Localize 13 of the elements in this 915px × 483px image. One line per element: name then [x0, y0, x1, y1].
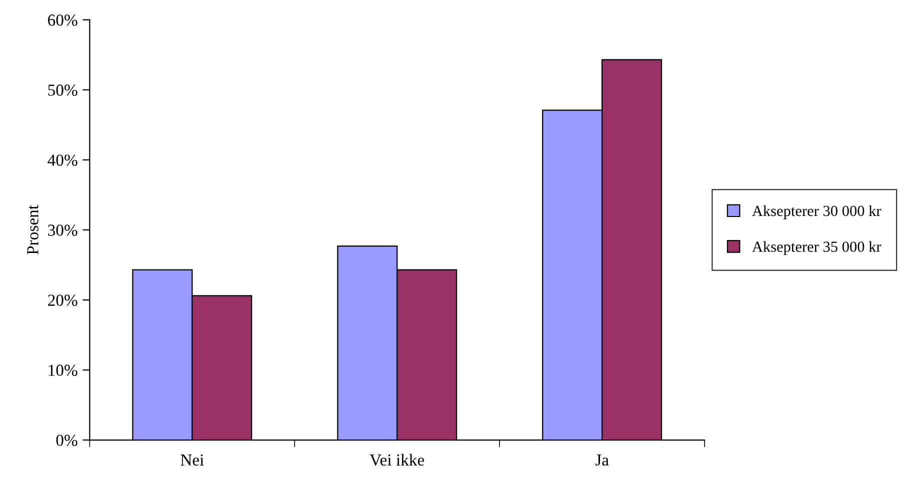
y-tick-label: 30%: [48, 224, 78, 236]
x-tick-label: Vei ikke: [370, 454, 424, 466]
legend-label: Aksepterer 35 000 kr: [752, 241, 882, 256]
y-tick-label: 0%: [56, 434, 78, 446]
y-tick-label: 40%: [48, 154, 78, 166]
y-axis-title: Prosent: [27, 205, 38, 254]
y-tick-label: 10%: [48, 364, 78, 376]
y-tick-label: 20%: [48, 294, 78, 306]
y-tick-label: 60%: [48, 14, 78, 26]
x-tick-label: Nei: [180, 454, 204, 466]
y-tick-label: 50%: [48, 84, 78, 96]
legend-label: Aksepterer 30 000 kr: [752, 205, 882, 220]
x-tick-label: Ja: [595, 454, 609, 466]
